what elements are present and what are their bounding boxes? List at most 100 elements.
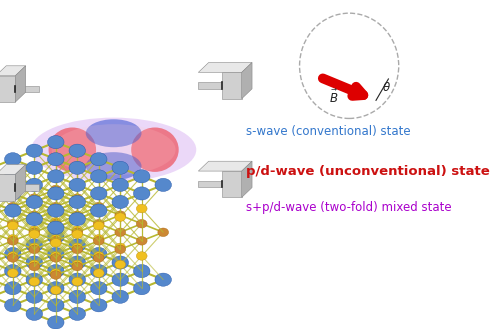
Circle shape	[136, 237, 147, 245]
Circle shape	[8, 254, 18, 262]
Circle shape	[8, 269, 18, 277]
Polygon shape	[16, 66, 26, 102]
Circle shape	[4, 153, 21, 166]
Circle shape	[136, 219, 147, 228]
Circle shape	[69, 273, 86, 286]
Circle shape	[94, 254, 104, 262]
Circle shape	[50, 252, 61, 260]
Circle shape	[50, 217, 61, 226]
Circle shape	[8, 204, 18, 213]
Circle shape	[8, 252, 18, 260]
Circle shape	[4, 170, 21, 183]
Circle shape	[50, 187, 61, 196]
Circle shape	[112, 178, 128, 191]
Polygon shape	[16, 164, 26, 201]
Circle shape	[29, 213, 40, 221]
Circle shape	[90, 282, 107, 295]
Circle shape	[134, 187, 150, 200]
Circle shape	[112, 273, 128, 286]
Circle shape	[29, 262, 40, 271]
Circle shape	[155, 178, 172, 191]
Circle shape	[26, 195, 42, 209]
Circle shape	[29, 194, 40, 202]
Circle shape	[4, 204, 21, 217]
Circle shape	[158, 228, 168, 237]
Circle shape	[69, 239, 86, 252]
Polygon shape	[0, 174, 40, 201]
Circle shape	[94, 187, 104, 196]
Circle shape	[94, 221, 104, 230]
Circle shape	[134, 282, 150, 295]
Circle shape	[72, 243, 83, 252]
Polygon shape	[198, 161, 252, 171]
Circle shape	[29, 211, 40, 219]
Circle shape	[72, 196, 83, 204]
Circle shape	[94, 235, 104, 243]
Text: s-wave (conventional) state: s-wave (conventional) state	[246, 125, 410, 138]
Circle shape	[48, 136, 64, 149]
Circle shape	[4, 282, 21, 295]
Circle shape	[94, 269, 104, 277]
Circle shape	[50, 239, 61, 247]
Ellipse shape	[31, 118, 196, 182]
Circle shape	[72, 194, 83, 202]
Polygon shape	[0, 76, 40, 102]
Circle shape	[29, 230, 40, 239]
Polygon shape	[198, 171, 242, 197]
Circle shape	[26, 290, 42, 303]
Circle shape	[72, 262, 83, 271]
Circle shape	[48, 316, 64, 329]
Circle shape	[94, 237, 104, 245]
Ellipse shape	[86, 152, 141, 180]
Circle shape	[29, 245, 40, 254]
Polygon shape	[242, 63, 252, 99]
Circle shape	[50, 235, 61, 243]
Circle shape	[134, 170, 150, 183]
Circle shape	[136, 252, 147, 260]
Circle shape	[155, 273, 172, 286]
Circle shape	[94, 202, 104, 211]
Circle shape	[72, 211, 83, 219]
Circle shape	[4, 247, 21, 261]
Circle shape	[50, 219, 61, 228]
Circle shape	[115, 243, 126, 252]
Text: $\vec{B}$: $\vec{B}$	[329, 89, 338, 106]
Circle shape	[69, 195, 86, 209]
Circle shape	[72, 179, 83, 187]
Circle shape	[8, 237, 18, 245]
Circle shape	[50, 237, 61, 245]
Circle shape	[50, 185, 61, 194]
Circle shape	[50, 269, 61, 277]
Circle shape	[69, 256, 86, 269]
Circle shape	[50, 271, 61, 279]
Circle shape	[94, 204, 104, 213]
Circle shape	[69, 213, 86, 226]
Circle shape	[26, 213, 42, 226]
Ellipse shape	[52, 124, 176, 175]
Circle shape	[29, 228, 40, 237]
Circle shape	[48, 299, 64, 312]
Circle shape	[8, 219, 18, 228]
Circle shape	[72, 277, 83, 286]
Circle shape	[48, 265, 64, 278]
Circle shape	[90, 153, 107, 166]
Circle shape	[69, 307, 86, 320]
Circle shape	[72, 228, 83, 237]
Circle shape	[90, 170, 107, 183]
Circle shape	[4, 265, 21, 278]
Circle shape	[48, 204, 64, 217]
Circle shape	[8, 202, 18, 211]
Circle shape	[26, 307, 42, 320]
Circle shape	[69, 290, 86, 303]
Circle shape	[90, 204, 107, 217]
Circle shape	[94, 219, 104, 228]
Circle shape	[69, 161, 86, 174]
Circle shape	[115, 196, 126, 204]
Circle shape	[90, 299, 107, 312]
Circle shape	[48, 187, 64, 200]
Polygon shape	[198, 63, 252, 72]
Circle shape	[69, 178, 86, 191]
Circle shape	[112, 290, 128, 303]
Circle shape	[48, 247, 64, 261]
Circle shape	[26, 256, 42, 269]
